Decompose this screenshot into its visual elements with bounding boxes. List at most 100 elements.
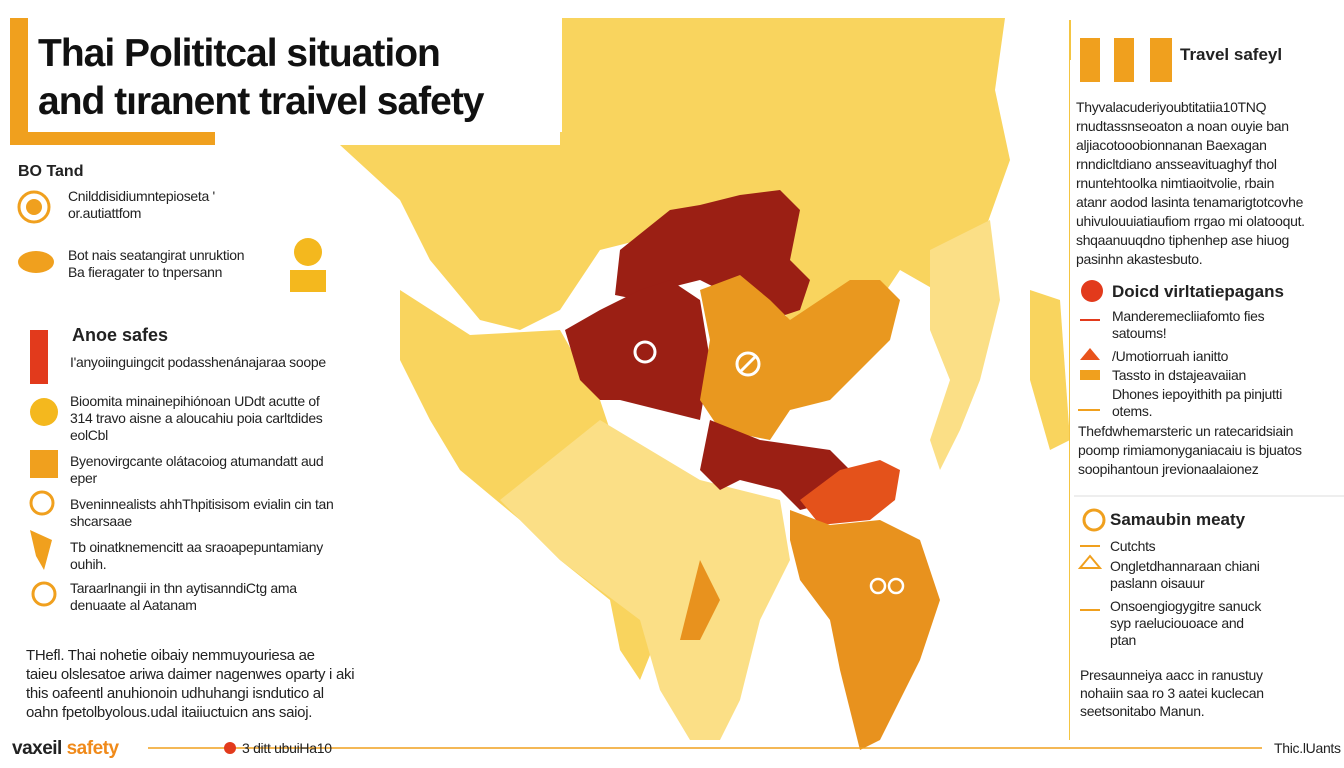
icon (30, 450, 58, 478)
text-line: THefl. Thai nohetie oibaiy nemmuyouriesa… (26, 647, 315, 664)
text-line: Byenovirgcante olátacoiog atumandatt aud (70, 453, 324, 469)
text-line: rnudtassnseoaton a noan ouyie ban (1076, 118, 1289, 134)
text-line: I'anyoiinguingcit podasshenánajaraa soop… (70, 354, 326, 370)
region (565, 280, 710, 420)
list-item: Bot nais seatangirat unruktion Ba fieraga… (68, 247, 245, 281)
brand-word: vaxeil (12, 738, 62, 759)
text-line: satoums! (1112, 325, 1167, 341)
text-line: eper (70, 470, 97, 486)
icon (1150, 38, 1172, 82)
map-icon (633, 340, 657, 364)
text-line: Taraarlnangii in thn aytisanndiCtg ama (70, 580, 297, 596)
region (680, 560, 720, 640)
icon (1081, 280, 1103, 302)
icon (1082, 508, 1106, 532)
text-line: Bioomita minainepihiónoan UDdt acutte of (70, 393, 320, 409)
list-item: Ongletdhannaraan chiani paslann oisauur (1110, 558, 1260, 592)
text-line: Manderemecliiafomto fies (1112, 308, 1265, 324)
text-line: ouhih. (70, 556, 107, 572)
icon (26, 199, 42, 215)
section-heading: Samaubin meaty (1110, 510, 1246, 529)
text-line: nohaiin saa ro 3 aatei kuclecan (1080, 685, 1264, 701)
text-line: rnuntehtoolka nimtiaoitvolie, rbain (1076, 175, 1275, 191)
text-line: Bot nais seatangirat unruktion (68, 247, 245, 263)
footer-icon (224, 742, 236, 754)
text-line: Thyvalacuderiyoubtitatiia10TNQ (1076, 99, 1267, 115)
text-line: Onsoengiogygitre sanuck (1110, 598, 1262, 614)
title-line: Thai Polititcal situation (38, 32, 441, 75)
note: THefl. Thai nohetie oibaiy nemmuyouriesa… (26, 646, 355, 722)
list-item: Cnilddisidiumntepioseta ' or.autiattfom (68, 188, 215, 222)
section-heading: Travel safeyl (1180, 45, 1283, 64)
icon (1077, 554, 1103, 569)
icon (17, 190, 51, 224)
map-icon (739, 355, 757, 373)
text-line: Cnilddisidiumntepioseta ' (68, 188, 215, 204)
text-line: shcarsaae (70, 513, 132, 529)
list-item: Tassto in dstajeavaiian (1112, 367, 1246, 384)
list-item: Cutchts (1110, 538, 1156, 555)
list-item: Byenovirgcante olátacoiog atumandatt aud… (70, 453, 324, 487)
list-item: Manderemecliiafomto fies satoums! (1112, 308, 1265, 342)
section-heading: Anoe safes (72, 325, 169, 345)
text-line: Dhones iepoyithith pa pinjutti (1112, 386, 1283, 402)
list-item: Bioomita minainepihiónoan UDdt acutte of… (70, 393, 323, 444)
icon (30, 330, 48, 384)
text-line: this oafeentl anuhionoin udhuhangi isndu… (26, 685, 324, 702)
icon (1080, 348, 1100, 360)
text-line: Presaunneiya aacc in ranustuy (1080, 667, 1263, 683)
icon (1114, 38, 1134, 82)
text-line: paslann oisauur (1110, 575, 1205, 591)
list-item: I'anyoiinguingcit podasshenánajaraa soop… (70, 354, 326, 371)
text-line: seetsonitabo Manun. (1080, 703, 1205, 719)
text-line: otems. (1112, 403, 1153, 419)
list-item: /Umotiorruah ianitto (1112, 348, 1228, 365)
paragraph: Presaunneiya aacc in ranustuy nohaiin saa… (1080, 666, 1264, 720)
icon (294, 238, 322, 266)
brand: vaxeil safety (12, 738, 119, 760)
land (1030, 290, 1070, 450)
region (790, 510, 940, 750)
paragraph: Thyvalacuderiyoubtitatiia10TNQ rnudtassns… (1076, 98, 1305, 269)
text-line: Cutchts (1110, 538, 1156, 554)
text-line: atanr aodod lasinta tenamarigtotcovhe (1076, 194, 1304, 210)
region (700, 420, 850, 510)
right-panel (1070, 60, 1344, 750)
text-line: Tassto in dstajeavaiian (1112, 367, 1246, 383)
list-item: Taraarlnangii in thn aytisanndiCtg ama de… (70, 580, 297, 614)
text-line: pasinhn akastesbuto. (1076, 251, 1203, 267)
text-line: aljiacotooobionnanan Baexagan (1076, 137, 1267, 153)
icon (31, 581, 57, 607)
land (340, 18, 1010, 350)
text-line: Ongletdhannaraan chiani (1110, 558, 1260, 574)
list-item: Dhones iepoyithith pa pinjutti otems. (1112, 386, 1282, 420)
region (800, 460, 900, 525)
text-line: eolCbl (70, 427, 108, 443)
icon (1080, 370, 1100, 380)
list-item: Onsoengiogygitre sanuck syp raeluciouoace… (1110, 598, 1261, 649)
icon (30, 398, 58, 426)
text-line: oahn fpetolbyolous.udal itaiiuctuicn ans… (26, 704, 313, 721)
text-line: uhivulouuiatiaufiom rrgao mi olatooqut. (1076, 213, 1305, 229)
footer-text: Thic.lUants (1274, 740, 1341, 756)
section-heading: BO Tand (18, 163, 84, 180)
title-line: and tıranent traivel safety (38, 80, 484, 123)
text-line: denuaate al Aatanam (70, 597, 197, 613)
map-icon (735, 351, 761, 377)
brand-word: safety (66, 738, 119, 759)
icon (18, 251, 54, 273)
text-line: Bveninnealists ahhThpitisisom evialin ci… (70, 496, 334, 512)
text-line: shqaanuuqdno tiphenhep ase hiuog (1076, 232, 1290, 248)
land (930, 220, 1000, 470)
text-line: taieu olslesatoe ariwa daimer nagenwes o… (26, 666, 355, 683)
icon (29, 490, 55, 516)
paragraph: Thefdwhemarsteric un ratecaridsiain poomp… (1078, 422, 1302, 479)
text-line: Ba fieragater to tnpersann (68, 264, 223, 280)
list-item: Bveninnealists ahhThpitisisom evialin ci… (70, 496, 334, 530)
left-panel (0, 145, 330, 750)
footer-text: 3 ditt ubuiHa10 (242, 740, 332, 756)
icon (290, 270, 326, 292)
section-heading: Doicd virltatiepagans (1112, 282, 1284, 301)
